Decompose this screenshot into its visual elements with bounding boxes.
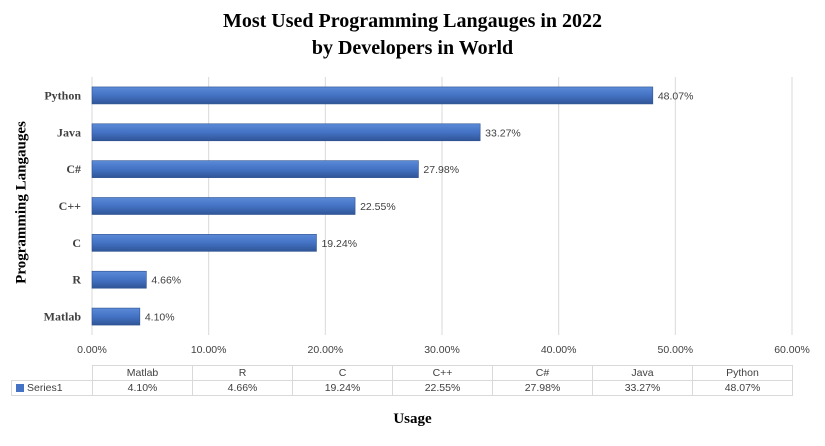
x-tick-label: 40.00% <box>541 344 577 356</box>
data-label: 4.10% <box>145 312 175 324</box>
category-label: Python <box>44 88 81 102</box>
x-tick-label: 60.00% <box>774 344 810 356</box>
x-tick-label: 0.00% <box>77 344 107 356</box>
data-table-category: C++ <box>392 365 493 381</box>
category-label: Matlab <box>44 310 82 324</box>
x-tick-label: 20.00% <box>308 344 344 356</box>
data-table-category: C <box>292 365 393 381</box>
x-tick-label: 50.00% <box>658 344 694 356</box>
data-label: 48.07% <box>658 90 694 102</box>
data-table-value: 22.55% <box>392 380 493 396</box>
data-labels: 4.10% 4.66% 19.24% 22.55% 27.98% 33.27% 48.07% <box>145 90 694 323</box>
data-table-value: 19.24% <box>292 380 393 396</box>
data-table-category: C# <box>492 365 593 381</box>
x-axis-title: Usage <box>393 411 432 427</box>
data-table-category: R <box>192 365 293 381</box>
data-table-value: 33.27% <box>592 380 693 396</box>
category-label: C <box>72 236 81 250</box>
bar <box>91 270 147 289</box>
legend-key <box>16 384 24 392</box>
data-table: Matlab R C C++ C# Java Python Series1 4.10% 4.66… <box>11 365 793 396</box>
x-tick-labels: 0.00% 10.00% 20.00% 30.00% 40.00% 50.00% 60.00… <box>77 344 810 356</box>
data-label: 4.66% <box>151 275 181 287</box>
bars <box>91 86 654 326</box>
chart-title-line-1: Most Used Programming Langauges in 2022 <box>222 10 603 32</box>
data-table-category: Java <box>592 365 693 381</box>
bar <box>91 160 419 178</box>
x-tick-label: 10.00% <box>191 344 227 356</box>
category-label: C# <box>66 162 81 176</box>
data-table-value: 4.10% <box>92 380 193 396</box>
data-table-corner <box>11 365 93 381</box>
y-axis-title: Programming Langauges <box>13 121 30 284</box>
data-table-series-name: Series1 <box>11 380 93 396</box>
data-table-series-row: Series1 4.10% 4.66% 19.24% 22.55% 27.98% 33.27… <box>11 380 793 396</box>
data-label: 33.27% <box>485 127 521 139</box>
data-table-value: 48.07% <box>692 380 793 396</box>
chart-title-line-2: by Developers in World <box>311 37 514 59</box>
bar <box>91 307 141 326</box>
series-name: Series1 <box>27 382 63 394</box>
bar <box>91 123 481 142</box>
bar <box>91 86 654 105</box>
data-table-value: 27.98% <box>492 380 593 396</box>
data-label: 27.98% <box>423 164 459 176</box>
data-table-category: Python <box>692 365 793 381</box>
data-table-value: 4.66% <box>192 380 293 396</box>
data-table-category: Matlab <box>92 365 193 381</box>
data-label: 22.55% <box>360 201 396 213</box>
category-label: R <box>72 273 81 287</box>
data-label: 19.24% <box>321 238 357 250</box>
data-table-header-row: Matlab R C C++ C# Java Python <box>11 365 793 381</box>
x-tick-label: 30.00% <box>424 344 460 356</box>
bar <box>91 234 317 252</box>
gridlines <box>91 77 793 335</box>
bar <box>91 197 356 215</box>
category-label: C++ <box>59 199 82 213</box>
category-labels: Matlab R C C++ C# Java Python <box>44 88 82 323</box>
category-label: Java <box>57 125 81 139</box>
